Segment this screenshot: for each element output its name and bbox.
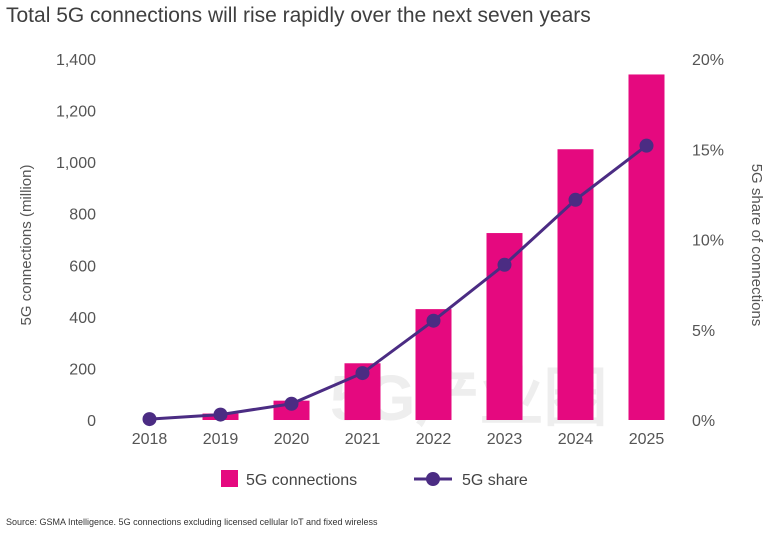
- point-5g-share: [426, 313, 441, 328]
- point-5g-share: [568, 192, 583, 207]
- y-tick-label: 1,400: [56, 52, 96, 69]
- x-tick-label: 2022: [416, 431, 452, 448]
- y-tick-label: 200: [69, 361, 96, 378]
- x-tick-label: 2020: [274, 431, 310, 448]
- y2-tick-label: 0%: [692, 413, 715, 430]
- y-tick-label: 600: [69, 258, 96, 275]
- point-5g-share: [355, 366, 370, 381]
- y-tick-label: 1,200: [56, 104, 96, 121]
- y-axis-label: 5G connections (million): [18, 165, 35, 326]
- point-5g-share: [213, 407, 228, 422]
- legend-label-5g-share: 5G share: [462, 472, 528, 489]
- y2-tick-label: 15%: [692, 142, 724, 159]
- x-axis-ticks: 2018 2019 2020 2021 2022 2023 2024 2025: [132, 431, 665, 448]
- y2-tick-label: 10%: [692, 233, 724, 250]
- bar-5g-connections: [628, 74, 665, 420]
- y2-axis-ticks: 0% 5% 10% 15% 20%: [692, 52, 724, 430]
- point-5g-share: [497, 257, 512, 272]
- y-axis-ticks: 0 200 400 600 800 1,000 1,200 1,400: [56, 52, 96, 430]
- y-tick-label: 1,000: [56, 155, 96, 172]
- line-5g-share: [149, 144, 648, 421]
- legend-label-5g-connections: 5G connections: [246, 472, 357, 489]
- legend-marker-5g-share: [426, 472, 440, 486]
- y2-tick-label: 20%: [692, 52, 724, 69]
- y-tick-label: 800: [69, 207, 96, 224]
- legend-swatch-5g-connections: [221, 470, 238, 487]
- line-series: [142, 138, 654, 427]
- source-note: Source: GSMA Intelligence. 5G connection…: [6, 517, 378, 527]
- point-5g-share: [639, 138, 654, 153]
- y-tick-label: 0: [87, 413, 96, 430]
- point-5g-share: [284, 396, 299, 411]
- legend: 5G connections 5G share: [221, 470, 528, 489]
- x-tick-label: 2024: [558, 431, 594, 448]
- x-tick-label: 2021: [345, 431, 381, 448]
- y2-tick-label: 5%: [692, 323, 715, 340]
- x-tick-label: 2025: [629, 431, 665, 448]
- y-tick-label: 400: [69, 310, 96, 327]
- point-5g-share: [142, 412, 157, 427]
- x-tick-label: 2023: [487, 431, 523, 448]
- chart-title: Total 5G connections will rise rapidly o…: [6, 4, 591, 27]
- y2-axis-label: 5G share of connections: [748, 164, 765, 327]
- x-tick-label: 2019: [203, 431, 239, 448]
- x-tick-label: 2018: [132, 431, 168, 448]
